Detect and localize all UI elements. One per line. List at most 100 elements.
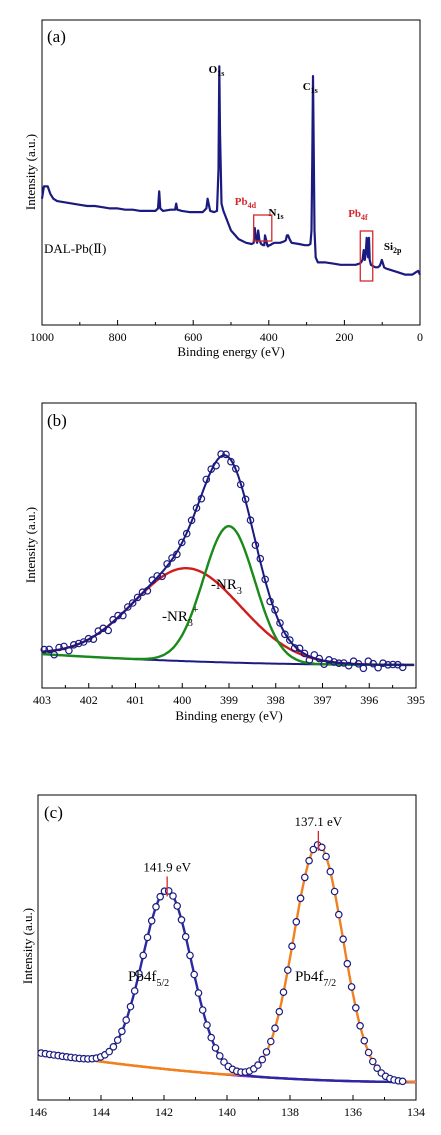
data-point-43 [251, 541, 260, 549]
panel-a-tick-label-2: 600 [184, 330, 202, 344]
data-point-35 [186, 951, 194, 960]
data-point-31 [192, 504, 201, 512]
data-point-56 [315, 654, 324, 663]
panel-b-frame [41, 402, 417, 689]
data-point-16 [105, 1047, 114, 1056]
data-point-26 [147, 916, 156, 925]
data-point-32 [173, 902, 182, 910]
data-point-18 [113, 1036, 122, 1044]
data-point-67 [369, 659, 378, 668]
data-point-73 [347, 983, 356, 991]
panel-b-ylabel: Intensity (a.u.) [23, 507, 38, 583]
data-point-41 [241, 495, 250, 504]
panel-b-tick-label-4: 399 [220, 693, 238, 707]
panel-a-xlabel: Binding energy (eV) [177, 344, 284, 359]
data-point-7 [74, 639, 83, 648]
peak-annotation-n1s-text: N [269, 207, 277, 219]
panel-b-xlabel: Binding energy (eV) [175, 708, 282, 723]
data-point-37 [222, 450, 230, 459]
data-point-71 [339, 935, 347, 944]
data-point-68 [326, 867, 335, 876]
pb4f52-component-line [37, 889, 416, 1084]
panel-c-x-ticks: 146 144 142 140 138 136 134 [29, 1095, 425, 1119]
data-point-39 [232, 464, 240, 473]
peak-annotation-pb4f-sub: 4f [361, 213, 368, 222]
data-point-19 [133, 593, 142, 602]
peak-label-nr3-plus-text: -NR [162, 609, 188, 625]
panel-a-tick-label-4: 200 [335, 330, 353, 344]
component-label-pb4f72: Pb4f7/2 [295, 969, 336, 989]
data-point-72 [343, 959, 352, 968]
panel-b-tick-label-5: 398 [267, 693, 285, 707]
data-point-69 [330, 887, 339, 896]
data-point-4 [60, 642, 68, 651]
data-point-65 [359, 664, 368, 673]
panel-a-ylabel: Intensity (a.u.) [23, 134, 38, 210]
panel-c-tick-label-5: 136 [344, 1105, 362, 1119]
data-point-54 [305, 656, 314, 664]
data-point-54 [266, 1037, 275, 1046]
peak-annotation-pb4d-sub: 4d [248, 201, 257, 210]
data-point-21 [143, 586, 152, 595]
peak-annotation-si2p-text: Si [384, 241, 393, 253]
peak-annotation-si2p-sub: 2p [393, 246, 402, 255]
data-point-42 [216, 1052, 224, 1060]
peak-annotation-c1s-text: C [303, 81, 311, 93]
panel-b-tick-label-6: 397 [314, 693, 332, 707]
peak-annotation-o1s: O1s [209, 64, 225, 78]
panel-b-tick-label-8: 395 [407, 693, 425, 707]
peak-annotation-n1s-sub: 1s [276, 212, 283, 221]
data-point-22 [148, 576, 157, 584]
data-point-18 [128, 599, 137, 607]
nr3-component-line [41, 524, 415, 667]
data-point-75 [356, 1022, 364, 1030]
data-point-30 [187, 516, 196, 525]
data-point-73 [398, 663, 407, 672]
peak-annotation-pb4d-text: Pb [235, 196, 248, 208]
data-point-25 [163, 560, 171, 568]
data-point-23 [135, 969, 143, 978]
data-point-0 [40, 645, 49, 654]
data-point-52 [258, 1055, 267, 1064]
panel-c-plot [37, 841, 416, 1086]
data-point-37 [194, 989, 203, 997]
panel-b-plot [40, 450, 415, 673]
data-point-3 [55, 643, 63, 652]
data-point-40 [207, 1033, 216, 1042]
component-label-pb4f52-text: Pb4f [128, 969, 156, 985]
data-point-27 [152, 902, 160, 911]
data-point-14 [109, 615, 117, 624]
panel-b-x-ticks: 403 402 401 400 399 398 397 396 395 [33, 683, 425, 707]
panel-b-tick-label-7: 396 [360, 693, 378, 707]
peak-annotation-c1s: C1s [303, 81, 318, 95]
data-point-28 [178, 538, 186, 547]
data-point-31 [169, 892, 177, 900]
data-point-17 [109, 1043, 118, 1051]
data-point-44 [256, 554, 265, 563]
panel-c-frame [37, 794, 417, 1101]
peak-annotation-c1s-sub: 1s [311, 86, 318, 95]
data-point-5 [65, 646, 73, 655]
data-point-70 [334, 910, 343, 919]
pb4d-highlight-box [253, 214, 273, 242]
data-point-23 [153, 572, 162, 580]
panel-c-tick-label-6: 134 [407, 1105, 425, 1119]
data-point-26 [168, 554, 176, 562]
panel-c-annotations: 141.9 eV 137.1 eV [143, 814, 343, 897]
data-point-60 [292, 917, 301, 926]
data-point-1 [45, 645, 54, 654]
data-point-53 [300, 649, 309, 658]
data-point-61 [296, 894, 305, 903]
data-point-47 [271, 606, 279, 614]
data-point-55 [310, 651, 319, 659]
data-point-57 [320, 660, 328, 669]
data-point-55 [271, 1024, 279, 1033]
component-label-pb4f72-sub: 7/2 [323, 978, 336, 989]
data-point-19 [118, 1027, 126, 1036]
peak-label-nr3-plus-sub: 3 [188, 618, 193, 629]
data-point-42 [246, 516, 255, 525]
peak-label-nr3-plus-sup: + [193, 605, 199, 616]
peak-annotation-n1s: N1s [269, 207, 284, 221]
data-point-53 [262, 1048, 271, 1056]
